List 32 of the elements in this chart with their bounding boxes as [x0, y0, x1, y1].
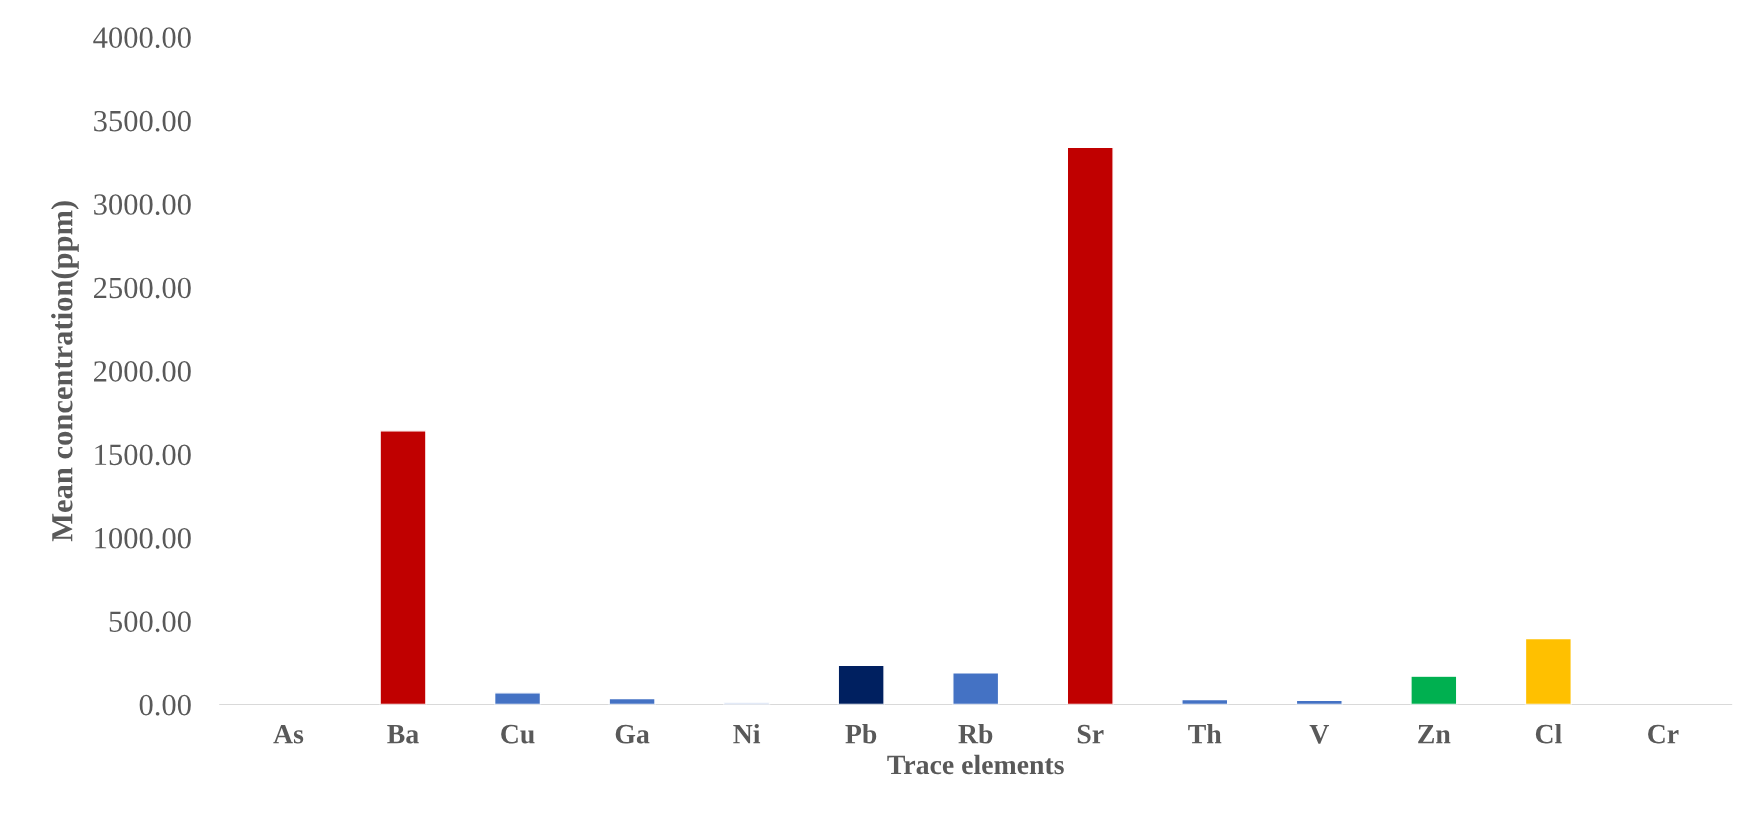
x-tick-label: Rb: [958, 723, 993, 744]
x-tick-label: V: [1309, 725, 1330, 744]
y-tick-label: 2500.00: [94, 277, 191, 299]
y-tick-label: 4000.00: [93, 27, 191, 49]
y-tick-label: 1000.00: [95, 527, 191, 549]
y-tick-label: 500.00: [109, 611, 191, 633]
x-tick-label: Th: [1188, 723, 1222, 744]
y-tick-label: 0.00: [139, 694, 191, 716]
x-tick-label: Ba: [387, 725, 419, 744]
x-tick-label: Cr: [1648, 724, 1679, 744]
y-tick-label: 1500.00: [95, 444, 191, 466]
x-tick-label: Ni: [733, 723, 761, 744]
x-tick-label: Cu: [501, 724, 535, 744]
x-tick-label: Cl: [1535, 723, 1562, 744]
bar: [379, 430, 427, 705]
x-axis-title: Trace elements: [887, 754, 1064, 775]
bar: [1066, 146, 1114, 705]
x-tick-label: Pb: [845, 723, 877, 744]
bar: [608, 697, 656, 705]
bar: [1410, 675, 1458, 705]
x-tick-label: Sr: [1077, 724, 1104, 744]
bar: [837, 664, 885, 705]
x-tick-label: Zn: [1418, 725, 1451, 744]
bar: [493, 692, 542, 705]
y-tick-label: 2000.00: [94, 361, 191, 382]
bar: [952, 672, 1000, 705]
x-tick-label: Ga: [615, 724, 650, 744]
y-tick-label: 3500.00: [94, 110, 191, 132]
y-tick-label: 3000.00: [94, 194, 191, 215]
bar: [1524, 637, 1572, 705]
x-tick-label: As: [273, 724, 304, 744]
y-axis-title: Mean concentration(ppm): [51, 201, 79, 542]
